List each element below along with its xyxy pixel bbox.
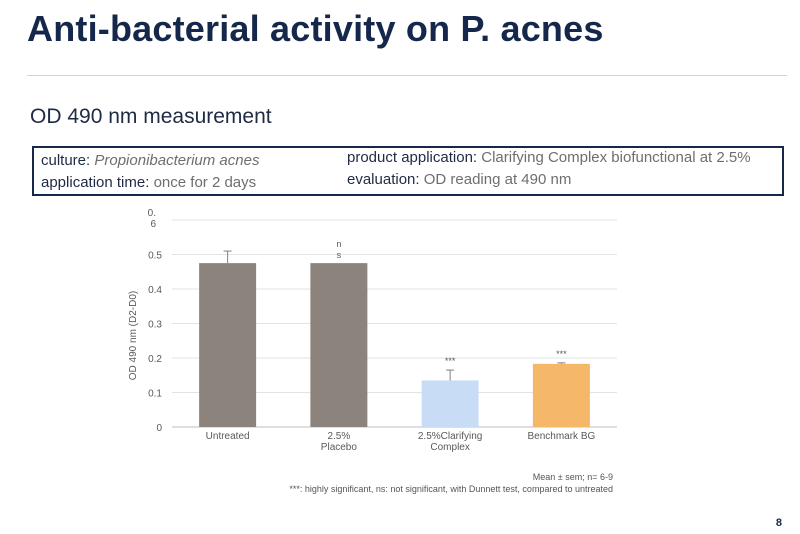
x-category-label: Untreated: [206, 431, 250, 442]
y-tick-label: 0.4: [148, 285, 162, 296]
title-divider: [27, 75, 787, 76]
evaluation-line: evaluation: OD reading at 490 nm: [347, 171, 571, 188]
bar: [532, 363, 590, 427]
culture-label: culture:: [41, 152, 91, 169]
y-axis-label: OD 490 nm (D2-D0): [128, 291, 139, 380]
y-tick-label: 0. 6: [148, 208, 157, 230]
culture-line: culture: Propionibacterium acnes: [41, 152, 259, 169]
y-tick-label: 0.3: [148, 320, 162, 331]
x-category-label: Benchmark BG: [527, 431, 595, 442]
product-application-label: product application:: [347, 149, 478, 166]
slide-title: Anti-bacterial activity on P. acnes: [27, 8, 604, 49]
bar: [199, 263, 257, 427]
stats-footnote: Mean ± sem; n= 6-9: [532, 472, 613, 482]
x-category-label: 2.5%Clarifying Complex: [418, 431, 482, 453]
significance-label: ***: [556, 349, 567, 359]
section-subtitle: OD 490 nm measurement: [30, 105, 272, 128]
bar: [421, 380, 479, 427]
significance-label: ***: [445, 356, 456, 366]
evaluation-label: evaluation:: [347, 171, 420, 188]
x-category-label: 2.5% Placebo: [321, 431, 358, 453]
y-tick-label: 0: [156, 423, 162, 434]
y-tick-label: 0.2: [148, 354, 162, 365]
y-tick-label: 0.1: [148, 389, 162, 400]
bar: [310, 263, 368, 427]
application-time-line: application time: once for 2 days: [41, 174, 256, 191]
application-time-label: application time:: [41, 174, 150, 191]
y-tick-label: 0.5: [148, 251, 162, 262]
application-time-value: once for 2 days: [153, 174, 257, 191]
significance-footnote: ***: highly significant, ns: not signifi…: [289, 484, 613, 494]
product-application-value: Clarifying Complex biofunctional at 2.5%: [481, 149, 751, 166]
product-application-line: product application: Clarifying Complex …: [347, 149, 751, 166]
study-info-box: culture: Propionibacterium acnes applica…: [32, 146, 784, 196]
culture-value: Propionibacterium acnes: [94, 152, 260, 169]
page-number: 8: [775, 517, 782, 529]
evaluation-value: OD reading at 490 nm: [423, 171, 572, 188]
